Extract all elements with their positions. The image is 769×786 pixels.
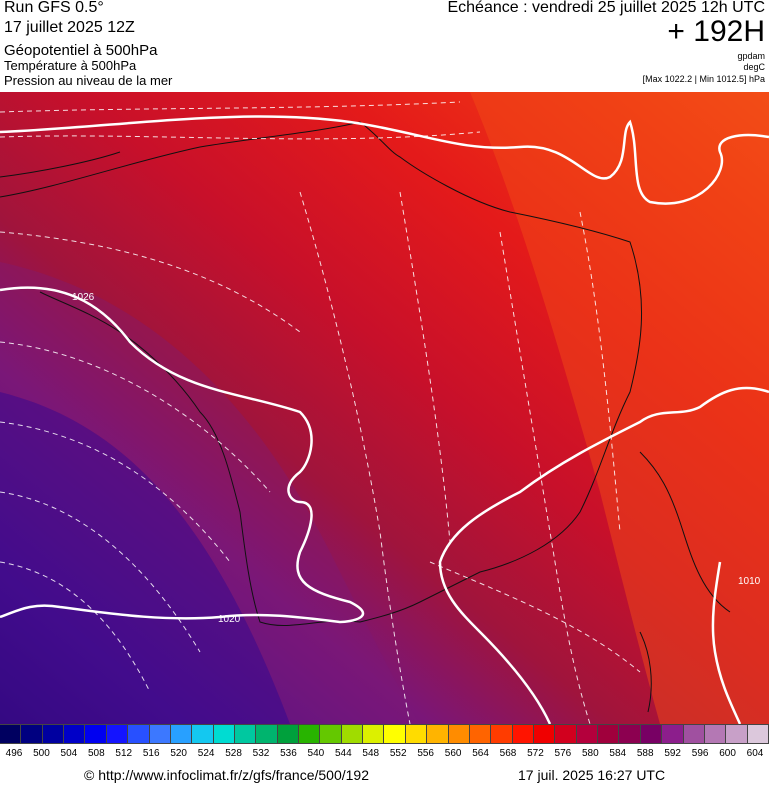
- scale-swatch: [747, 725, 769, 743]
- uk-coast: [0, 151, 121, 178]
- scale-tick-label: 592: [664, 748, 681, 759]
- scale-swatch: [170, 725, 193, 743]
- scale-swatch: [427, 725, 449, 743]
- scale-tick-label: 524: [197, 748, 215, 759]
- isobar-label-1020: 1020: [218, 614, 241, 625]
- color-scale: 496 500 504 508 512 516 520 524 528 532 536 540 544 5…: [0, 724, 769, 764]
- scale-tick-label: 556: [417, 748, 434, 759]
- scale-swatch: [619, 725, 641, 743]
- band-orange: [470, 92, 769, 724]
- scale-swatch: [726, 725, 748, 743]
- scale-swatch: [512, 725, 534, 743]
- scale-tick-label: 572: [527, 748, 544, 759]
- scale-swatch: [21, 725, 43, 743]
- run-date: 17 juillet 2025 12Z: [4, 19, 135, 36]
- scale-tick-label: 536: [280, 748, 297, 759]
- generated-time: 17 juil. 2025 16:27 UTC: [518, 767, 666, 783]
- scale-tick-label: 560: [444, 748, 462, 759]
- scale-tick-label: 552: [389, 748, 407, 759]
- pressure-minmax: [Max 1022.2 | Min 1012.5] hPa: [642, 74, 765, 84]
- scale-swatch: [683, 725, 705, 743]
- scale-tick-label: 584: [609, 748, 627, 759]
- source-url[interactable]: © http://www.infoclimat.fr/z/gfs/france/…: [84, 767, 369, 783]
- scale-swatch: [128, 725, 150, 743]
- alps-border: [639, 451, 731, 613]
- scale-swatch: [363, 725, 385, 743]
- scale-swatch: [320, 725, 342, 743]
- scale-tick-label: 508: [87, 748, 105, 759]
- scale-swatch: [192, 725, 214, 743]
- isobar-label-1026: 1026: [72, 292, 95, 303]
- scale-swatches: [0, 724, 769, 744]
- scale-tick-label: 544: [334, 748, 352, 759]
- field-pressure: Pression au niveau de la mer: [4, 73, 173, 88]
- echeance-label: Echéance : vendredi 25 juillet 2025 12h …: [447, 0, 765, 16]
- field-temperature: Température à 500hPa: [4, 58, 137, 73]
- scale-swatch: [149, 725, 171, 743]
- scale-tick-label: 532: [252, 748, 270, 759]
- scale-tick-label: 512: [115, 748, 133, 759]
- map-header: Run GFS 0.5° 17 juillet 2025 12Z Géopote…: [0, 0, 769, 92]
- scale-tick-label: 500: [33, 748, 50, 759]
- model-title: Run GFS 0.5°: [4, 0, 104, 16]
- isobar-1020-west: [0, 286, 365, 624]
- scale-tick-label: 540: [307, 748, 325, 759]
- scale-tick-label: 576: [554, 748, 572, 759]
- scale-swatch: [42, 725, 65, 743]
- scale-swatch: [640, 725, 663, 743]
- scale-swatch: [533, 725, 556, 743]
- scale-swatch: [213, 725, 235, 743]
- scale-swatch: [576, 725, 599, 743]
- scale-swatch: [384, 725, 406, 743]
- scale-swatch: [448, 725, 470, 743]
- weather-map: 1026 1020 1010: [0, 92, 769, 724]
- scale-swatch: [106, 725, 129, 743]
- scale-tick-label: 548: [362, 748, 380, 759]
- scale-tick-label: 600: [719, 748, 736, 759]
- scale-swatch: [491, 725, 513, 743]
- scale-tick-label: 604: [746, 748, 764, 759]
- scale-swatch: [85, 725, 107, 743]
- scale-swatch: [341, 725, 364, 743]
- scale-tick-label: 528: [225, 748, 242, 759]
- scale-tick-labels: 496 500 504 508 512 516 520 524 528 532 536 540 544 5…: [0, 748, 769, 762]
- scale-tick-label: 580: [581, 748, 599, 759]
- isobar-1020-north: [0, 115, 769, 205]
- scale-swatch: [234, 725, 257, 743]
- unit-gpdam: gpdam: [737, 51, 765, 61]
- scale-swatch: [256, 725, 278, 743]
- scale-swatch: [704, 725, 727, 743]
- scale-swatch: [0, 725, 22, 743]
- scale-swatch: [469, 725, 492, 743]
- scale-swatch: [405, 725, 428, 743]
- scale-swatch: [64, 725, 86, 743]
- coastline: [0, 121, 642, 627]
- scale-tick-label: 496: [5, 748, 23, 759]
- band-magenta: [0, 262, 420, 724]
- scale-tick-label: 504: [60, 748, 78, 759]
- lead-time: + 192H: [667, 15, 765, 48]
- geopotential-contours: [0, 101, 641, 724]
- map-canvas: 1026 1020 1010: [0, 92, 769, 724]
- isobars: [0, 115, 769, 724]
- unit-degc: degC: [743, 62, 765, 72]
- isobar-label-1010: 1010: [738, 576, 761, 587]
- scale-tick-label: 596: [691, 748, 709, 759]
- field-geopotential: Géopotentiel à 500hPa: [4, 42, 158, 59]
- scale-tick-label: 568: [499, 748, 517, 759]
- scale-swatch: [277, 725, 300, 743]
- corsica-coast: [639, 631, 652, 713]
- isobar-1010: [711, 561, 742, 724]
- scale-tick-label: 516: [142, 748, 160, 759]
- scale-tick-label: 520: [170, 748, 187, 759]
- isobar-1020-east: [438, 386, 769, 724]
- scale-tick-label: 588: [636, 748, 654, 759]
- scale-swatch: [598, 725, 620, 743]
- map-footer: © http://www.infoclimat.fr/z/gfs/france/…: [0, 764, 769, 786]
- scale-tick-label: 564: [472, 748, 489, 759]
- scale-swatch: [299, 725, 321, 743]
- scale-swatch: [662, 725, 684, 743]
- band-deep-purple: [0, 392, 290, 724]
- scale-swatch: [555, 725, 577, 743]
